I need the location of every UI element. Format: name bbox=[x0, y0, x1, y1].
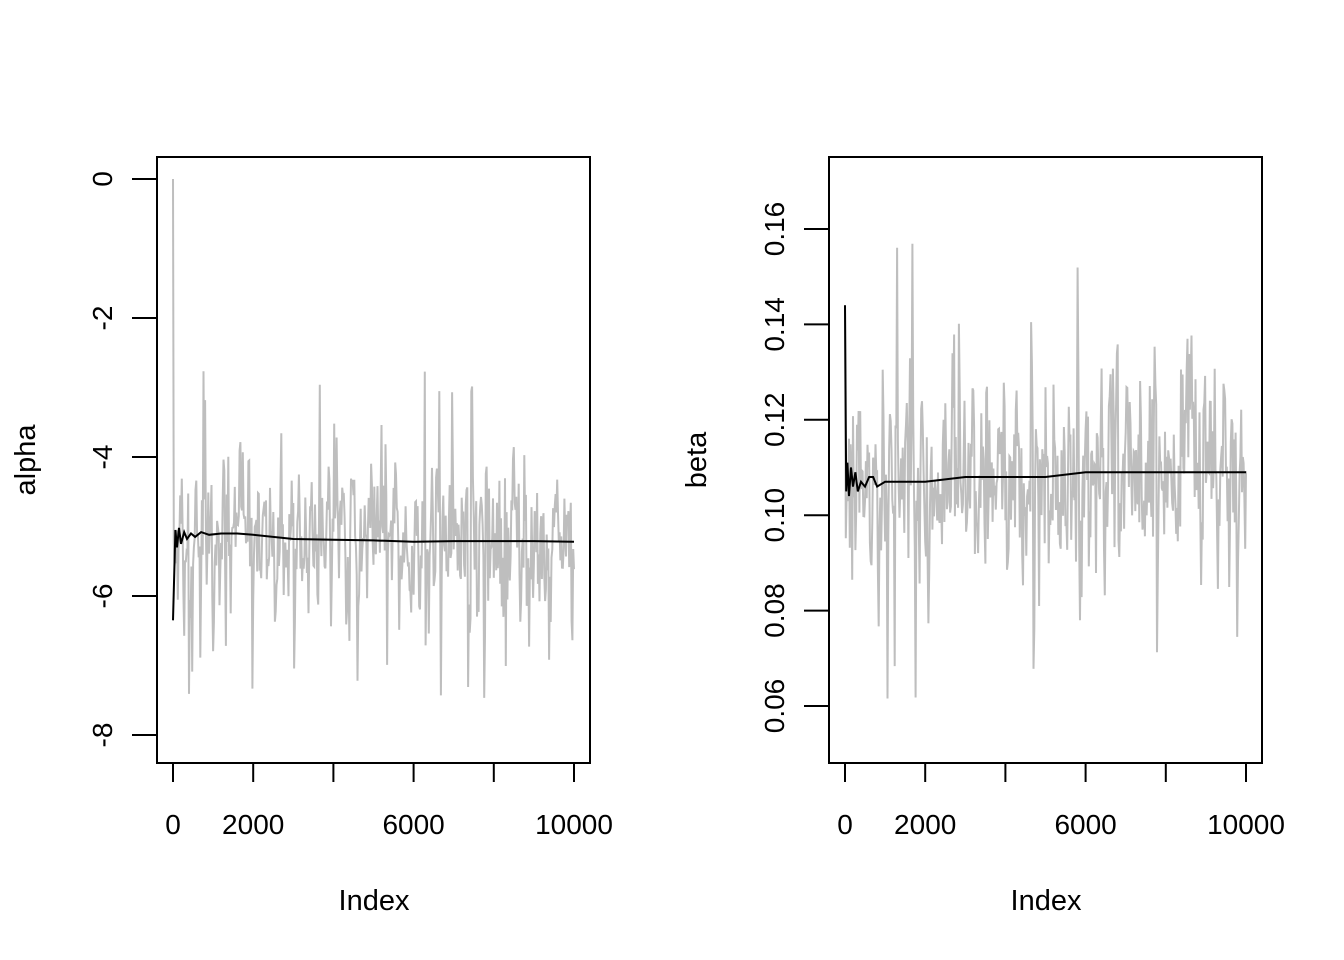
beta-trace-panel: 0 2000 6000 10000 0.060.080.100.120.140.16 … bbox=[681, 156, 1285, 917]
alpha-running-mean-line bbox=[172, 527, 575, 621]
beta-y-tick-label: 0.10 bbox=[759, 488, 790, 543]
alpha-y-tick-label: -2 bbox=[87, 306, 118, 331]
beta-x-tick-label: 2000 bbox=[894, 809, 956, 840]
beta-trace-series bbox=[844, 243, 1247, 699]
beta-trace-line bbox=[844, 243, 1247, 699]
alpha-y-tick-label: -6 bbox=[87, 584, 118, 609]
beta-running-mean-line bbox=[844, 305, 1246, 497]
beta-y-tick-label: 0.14 bbox=[759, 297, 790, 352]
alpha-x-tick-label: 10000 bbox=[535, 809, 613, 840]
beta-y-tick-label: 0.16 bbox=[759, 202, 790, 257]
alpha-trace-panel: 0 2000 6000 10000 0 -2 -4 -6 -8 Index alpha bbox=[10, 156, 613, 917]
alpha-x-tick-label: 0 bbox=[165, 809, 181, 840]
beta-y-tick-label: 0.08 bbox=[759, 583, 790, 638]
alpha-trace-line bbox=[172, 178, 575, 698]
alpha-y-tick-label: 0 bbox=[87, 171, 118, 187]
alpha-x-tick-label: 2000 bbox=[222, 809, 284, 840]
beta-x-tick-label: 0 bbox=[837, 809, 853, 840]
alpha-x-axis: 0 2000 6000 10000 bbox=[165, 762, 613, 840]
alpha-running-mean-series bbox=[172, 527, 575, 621]
alpha-x-tick-label: 6000 bbox=[382, 809, 444, 840]
beta-x-axis-title: Index bbox=[1011, 885, 1082, 917]
beta-x-tick-label: 10000 bbox=[1207, 809, 1285, 840]
alpha-y-axis: 0 -2 -4 -6 -8 bbox=[87, 171, 158, 748]
alpha-y-tick-label: -4 bbox=[87, 445, 118, 470]
alpha-y-axis-title: alpha bbox=[10, 424, 42, 496]
alpha-y-tick-label: -8 bbox=[87, 723, 118, 748]
beta-y-tick-label: 0.06 bbox=[759, 679, 790, 734]
beta-y-tick-label: 0.12 bbox=[759, 393, 790, 448]
beta-running-mean-series bbox=[844, 305, 1246, 497]
beta-x-tick-label: 6000 bbox=[1054, 809, 1116, 840]
alpha-trace-series bbox=[172, 178, 575, 698]
alpha-x-axis-title: Index bbox=[339, 885, 410, 917]
beta-y-axis: 0.06 0.08 0.10 0.12 0.14 0.16 bbox=[759, 202, 830, 734]
beta-y-axis-title: beta bbox=[681, 431, 713, 488]
beta-x-axis: 0 2000 6000 10000 bbox=[837, 762, 1285, 840]
